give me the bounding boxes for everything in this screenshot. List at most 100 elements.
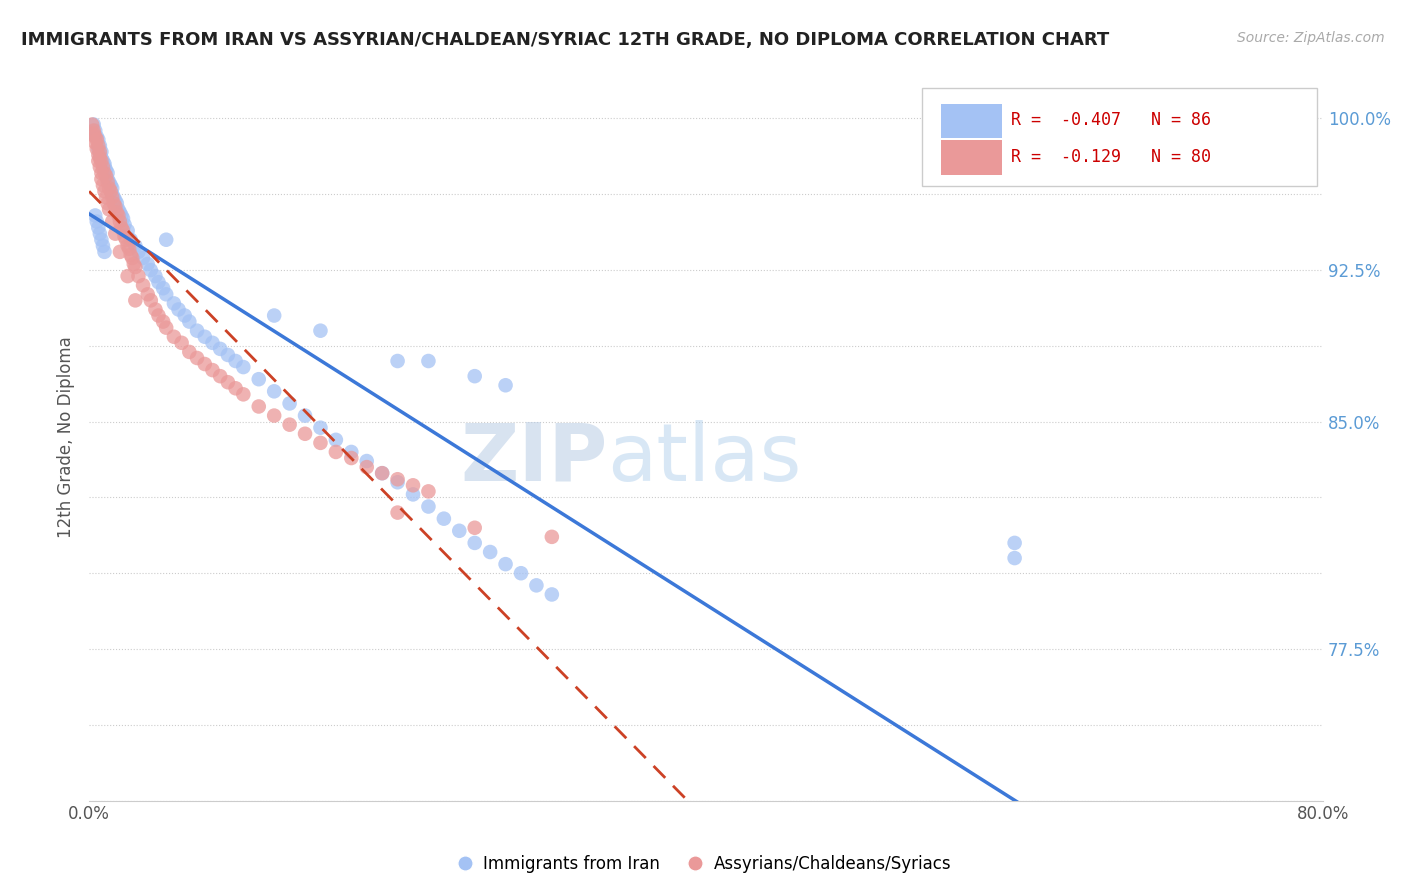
Point	[263, 409, 285, 423]
Point	[87, 220, 110, 235]
Point	[145, 302, 167, 317]
Point	[84, 209, 107, 223]
Point	[194, 357, 217, 371]
Point	[93, 244, 115, 259]
Point	[100, 178, 122, 193]
Point	[139, 263, 162, 277]
Point	[104, 227, 127, 241]
Point	[325, 433, 347, 447]
Point	[104, 199, 127, 213]
Point	[132, 251, 155, 265]
Point	[145, 269, 167, 284]
Point	[97, 196, 120, 211]
Point	[167, 302, 190, 317]
Point	[97, 172, 120, 186]
Point	[104, 194, 127, 208]
Point	[103, 196, 125, 211]
Point	[510, 566, 533, 581]
Point	[122, 257, 145, 271]
Point	[387, 506, 409, 520]
Point	[495, 557, 517, 571]
Point	[232, 387, 254, 401]
Point	[152, 315, 174, 329]
Point	[371, 466, 394, 480]
Point	[340, 445, 363, 459]
Point	[89, 160, 111, 174]
Y-axis label: 12th Grade, No Diploma: 12th Grade, No Diploma	[58, 336, 75, 538]
Point	[86, 214, 108, 228]
Point	[83, 118, 105, 132]
Point	[309, 324, 332, 338]
Point	[387, 354, 409, 368]
Point	[87, 153, 110, 168]
Point	[98, 181, 121, 195]
Point	[294, 426, 316, 441]
Point	[152, 281, 174, 295]
Point	[91, 239, 114, 253]
Point	[93, 157, 115, 171]
Point	[132, 278, 155, 293]
Point	[84, 129, 107, 144]
Point	[278, 396, 301, 410]
Point	[325, 445, 347, 459]
Point	[247, 372, 270, 386]
Point	[1004, 551, 1026, 566]
Point	[121, 251, 143, 265]
Point	[340, 450, 363, 465]
Point	[94, 169, 117, 183]
Point	[263, 384, 285, 399]
Point	[173, 309, 195, 323]
Point	[232, 360, 254, 375]
Point	[148, 275, 170, 289]
Point	[418, 500, 440, 514]
Point	[103, 190, 125, 204]
Point	[118, 242, 141, 256]
Point	[170, 335, 193, 350]
Point	[101, 187, 124, 202]
Point	[479, 545, 502, 559]
Point	[124, 239, 146, 253]
Point	[91, 178, 114, 193]
Point	[124, 293, 146, 308]
Point	[155, 287, 177, 301]
Point	[98, 202, 121, 217]
FancyBboxPatch shape	[922, 87, 1317, 186]
Point	[97, 175, 120, 189]
Point	[89, 138, 111, 153]
Point	[225, 381, 247, 395]
Point	[127, 269, 149, 284]
Text: ZIP: ZIP	[460, 419, 607, 498]
Point	[356, 460, 378, 475]
Point	[89, 145, 111, 159]
Point	[1004, 833, 1026, 847]
Point	[194, 330, 217, 344]
Point	[356, 454, 378, 468]
Point	[186, 324, 208, 338]
Point	[114, 229, 136, 244]
Point	[87, 142, 110, 156]
Point	[94, 163, 117, 178]
Point	[387, 472, 409, 486]
Point	[294, 409, 316, 423]
Point	[101, 190, 124, 204]
Point	[309, 420, 332, 434]
Point	[117, 239, 139, 253]
Legend: Immigrants from Iran, Assyrians/Chaldeans/Syriacs: Immigrants from Iran, Assyrians/Chaldean…	[449, 848, 957, 880]
Point	[87, 148, 110, 162]
Point	[464, 369, 486, 384]
Point	[83, 123, 105, 137]
Point	[449, 524, 471, 538]
Point	[387, 475, 409, 490]
Point	[309, 435, 332, 450]
Point	[495, 378, 517, 392]
Point	[87, 138, 110, 153]
Point	[83, 127, 105, 141]
Point	[201, 363, 224, 377]
Point	[90, 145, 112, 159]
Point	[186, 351, 208, 365]
Point	[82, 118, 104, 132]
Point	[402, 478, 425, 492]
Point	[115, 233, 138, 247]
Point	[217, 348, 239, 362]
Point	[105, 196, 128, 211]
